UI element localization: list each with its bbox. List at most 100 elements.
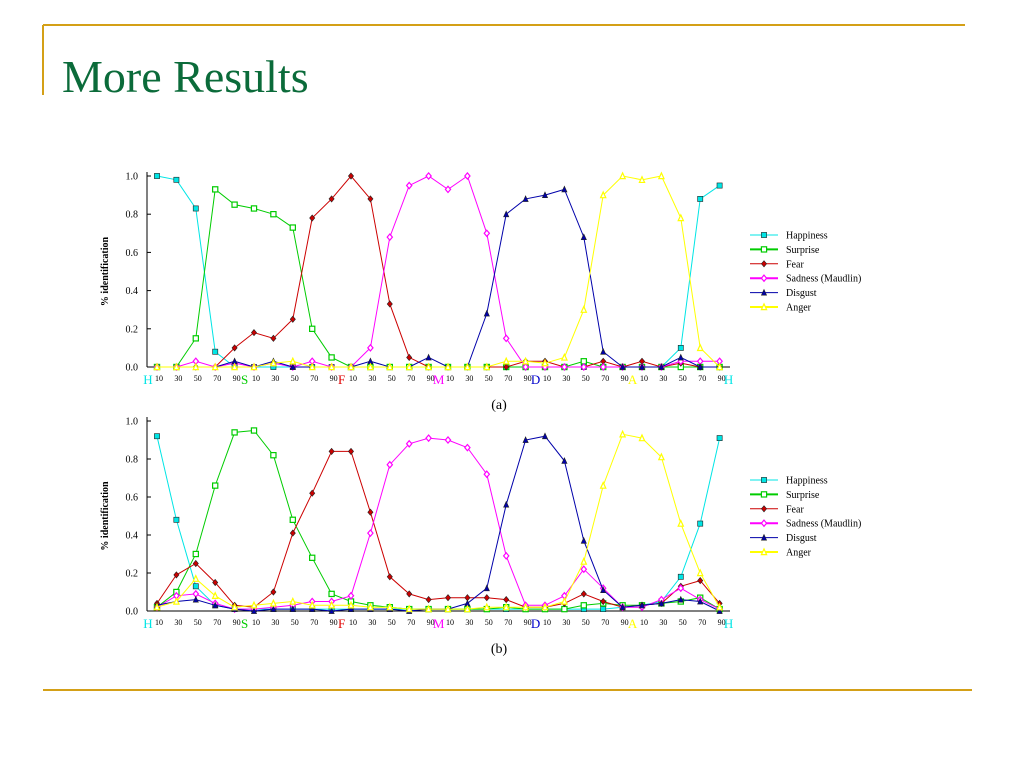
marker	[211, 591, 219, 600]
marker	[308, 600, 316, 609]
marker	[541, 191, 549, 198]
marker	[192, 362, 200, 371]
marker	[638, 601, 646, 609]
morph-label: A	[628, 372, 638, 387]
series-line	[157, 175, 720, 368]
y-tick-label: 1.0	[126, 417, 139, 428]
y-tick-label: 0.4	[126, 531, 139, 542]
marker	[677, 584, 685, 593]
marker	[386, 233, 394, 242]
series-line	[156, 435, 720, 612]
y-tick-label: 0.6	[126, 248, 139, 259]
marker	[638, 175, 646, 184]
x-tick-label: 30	[465, 618, 473, 627]
marker	[250, 607, 258, 614]
marker	[760, 547, 768, 556]
marker	[677, 344, 684, 351]
morph-label: M	[433, 616, 445, 631]
marker	[192, 574, 200, 582]
x-tick-label: 30	[562, 618, 570, 627]
x-tick-label: 90	[524, 374, 532, 383]
x-tick-label: 70	[407, 618, 415, 627]
marker	[619, 171, 627, 180]
marker	[173, 516, 180, 523]
x-tick-label: 10	[446, 374, 454, 383]
x-tick-label: 30	[659, 374, 667, 383]
marker	[560, 352, 568, 361]
x-tick-label: 70	[310, 374, 318, 383]
marker	[309, 489, 316, 497]
series-line	[156, 436, 721, 610]
x-tick-label: 10	[543, 618, 551, 627]
marker	[561, 605, 568, 613]
marker	[522, 602, 530, 611]
marker	[172, 362, 180, 371]
marker	[154, 173, 160, 179]
marker	[761, 260, 767, 268]
x-tick-label: 50	[485, 618, 493, 627]
y-tick-label: 0.0	[126, 607, 139, 618]
x-tick-label: 50	[485, 374, 493, 383]
marker	[638, 433, 646, 442]
marker	[192, 583, 199, 590]
marker	[251, 329, 257, 337]
marker	[657, 171, 665, 180]
marker	[289, 596, 297, 605]
x-tick-label: 90	[233, 618, 241, 627]
x-tick-label: 30	[368, 618, 376, 627]
marker	[425, 353, 432, 361]
morph-label: H	[143, 616, 152, 631]
morph-label: S	[241, 616, 248, 631]
marker	[502, 334, 510, 343]
marker	[760, 519, 768, 528]
marker	[600, 606, 607, 612]
marker	[270, 588, 277, 596]
legend-label: Disgust	[786, 533, 817, 544]
marker	[580, 565, 588, 574]
marker	[697, 577, 704, 585]
x-tick-label: 30	[659, 618, 667, 627]
slide-title: More Results	[62, 51, 309, 102]
marker	[483, 309, 490, 317]
x-tick-label: 10	[446, 618, 454, 627]
series-line	[157, 175, 720, 368]
marker	[212, 482, 219, 489]
marker	[483, 602, 491, 611]
marker	[289, 605, 296, 613]
x-tick-label: 10	[349, 618, 357, 627]
marker	[580, 536, 587, 544]
legend-label: Disgust	[786, 288, 817, 299]
series-line	[157, 175, 720, 368]
marker	[348, 172, 354, 180]
marker	[231, 429, 238, 436]
y-axis-label: % identification	[100, 236, 111, 306]
marker	[192, 335, 199, 342]
marker	[657, 452, 665, 461]
marker	[444, 362, 452, 371]
marker	[425, 604, 433, 613]
marker	[405, 181, 413, 190]
marker	[425, 596, 432, 604]
marker	[347, 362, 355, 371]
marker	[212, 601, 219, 609]
marker	[599, 362, 607, 372]
marker	[483, 470, 491, 479]
marker	[580, 233, 587, 241]
marker	[619, 429, 627, 438]
x-tick-label: 50	[582, 374, 590, 383]
marker	[463, 604, 471, 613]
marker	[367, 343, 374, 352]
x-tick-label: 70	[407, 374, 415, 383]
legend-label: Happiness	[786, 231, 828, 242]
marker	[697, 196, 704, 202]
x-tick-label: 70	[310, 618, 318, 627]
marker	[600, 597, 607, 606]
marker	[289, 516, 297, 524]
x-tick-label: 70	[213, 618, 221, 627]
marker	[619, 363, 626, 370]
marker	[502, 356, 510, 365]
marker	[677, 353, 684, 361]
morph-label: D	[531, 372, 540, 387]
